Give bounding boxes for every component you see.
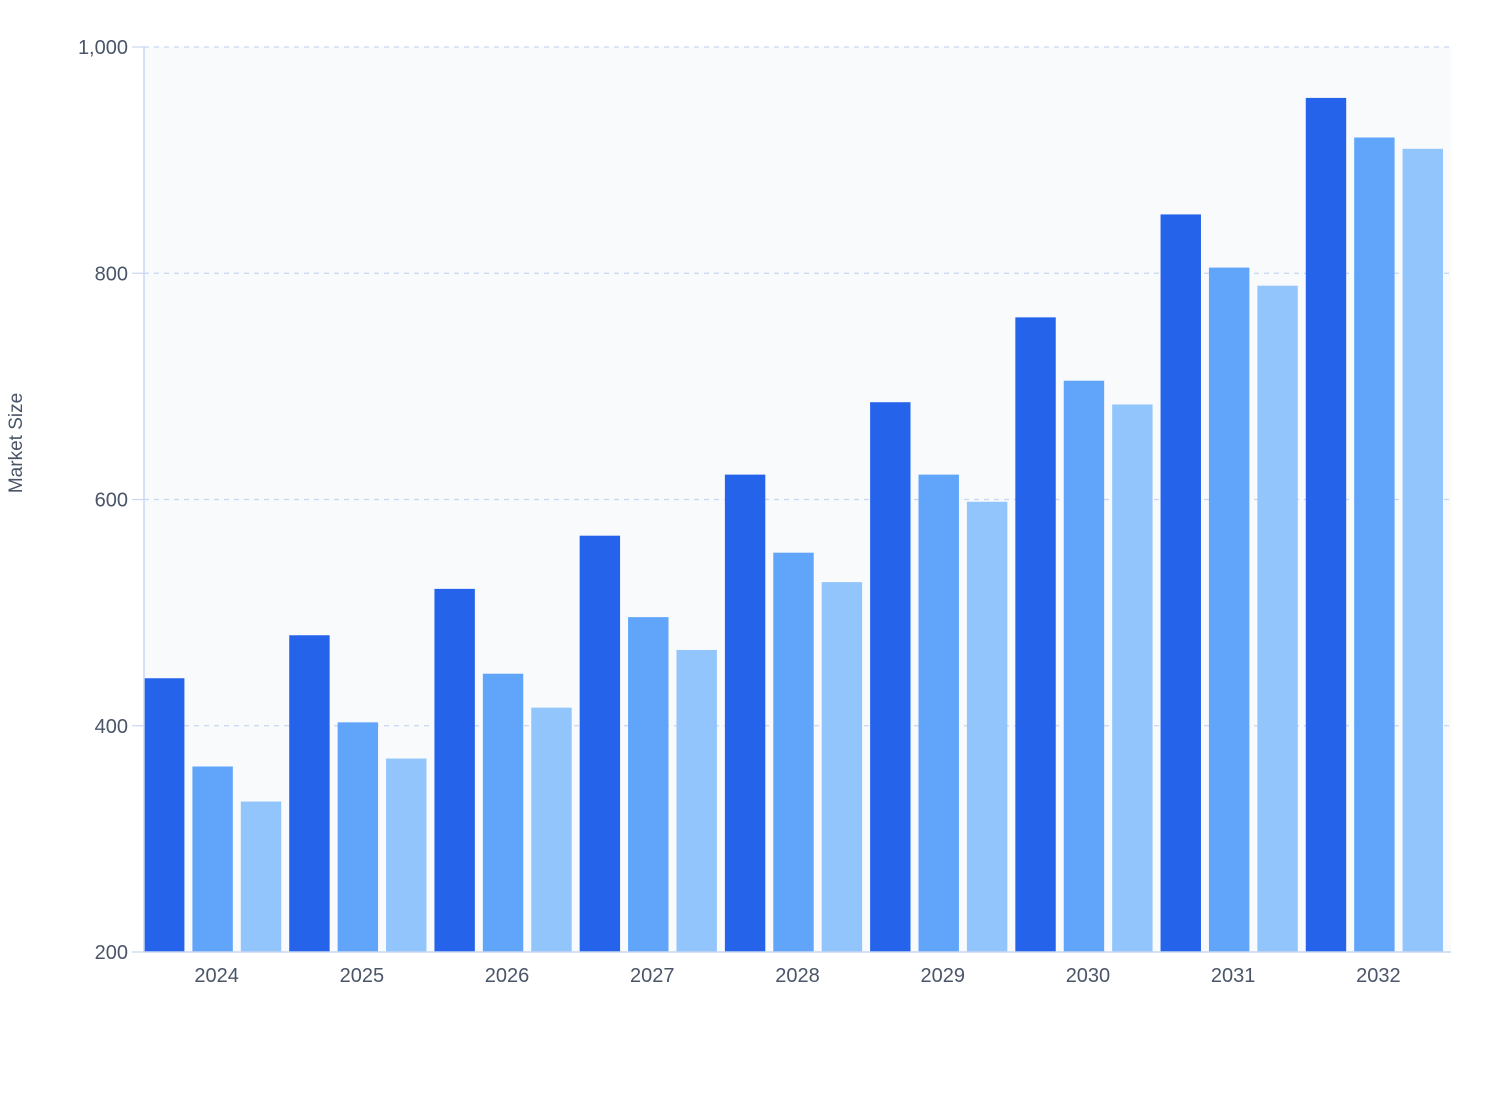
bar bbox=[434, 588, 475, 952]
bar bbox=[289, 635, 330, 952]
bar bbox=[1402, 148, 1443, 952]
axes-layer bbox=[132, 46, 1451, 953]
bar bbox=[870, 402, 911, 952]
x-tick-label: 2030 bbox=[1066, 965, 1111, 987]
bar bbox=[1354, 137, 1395, 952]
bars-layer bbox=[144, 97, 1443, 953]
x-tick-label: 2028 bbox=[775, 965, 820, 987]
bar bbox=[531, 707, 572, 952]
bar bbox=[918, 474, 959, 952]
y-tick-label: 600 bbox=[95, 490, 128, 512]
bar bbox=[386, 758, 427, 952]
x-tick-label: 2031 bbox=[1211, 965, 1256, 987]
bar bbox=[773, 552, 814, 952]
bar bbox=[1063, 380, 1105, 952]
x-tick-label: 2024 bbox=[194, 965, 239, 987]
bar bbox=[192, 766, 233, 952]
bar bbox=[1112, 404, 1153, 953]
bar bbox=[1015, 317, 1056, 952]
bar bbox=[966, 501, 1008, 952]
bar bbox=[1160, 214, 1201, 953]
x-tick-label: 2032 bbox=[1356, 965, 1401, 987]
bar bbox=[724, 474, 766, 952]
bar bbox=[676, 649, 717, 952]
labels-layer: 200 400 600 800 1,000 2024 2025 2026 2027 2028 202… bbox=[78, 37, 1401, 987]
bar bbox=[628, 617, 669, 952]
bar bbox=[579, 535, 621, 952]
bar bbox=[482, 673, 524, 952]
bar bbox=[240, 801, 282, 952]
y-axis-title: Market Size bbox=[6, 393, 27, 493]
bar bbox=[1208, 267, 1250, 952]
x-tick-label: 2026 bbox=[485, 965, 530, 987]
bar bbox=[1305, 97, 1347, 952]
bar bbox=[337, 722, 379, 952]
y-tick-label: 1,000 bbox=[78, 37, 128, 59]
y-tick-label: 200 bbox=[95, 942, 128, 964]
bar bbox=[144, 678, 185, 952]
x-tick-label: 2027 bbox=[630, 965, 675, 987]
x-tick-label: 2029 bbox=[920, 965, 965, 987]
bar bbox=[1257, 285, 1298, 953]
y-tick-label: 400 bbox=[95, 716, 128, 738]
x-tick-label: 2025 bbox=[340, 965, 385, 987]
y-tick-label: 800 bbox=[95, 263, 128, 285]
bar bbox=[821, 582, 863, 952]
